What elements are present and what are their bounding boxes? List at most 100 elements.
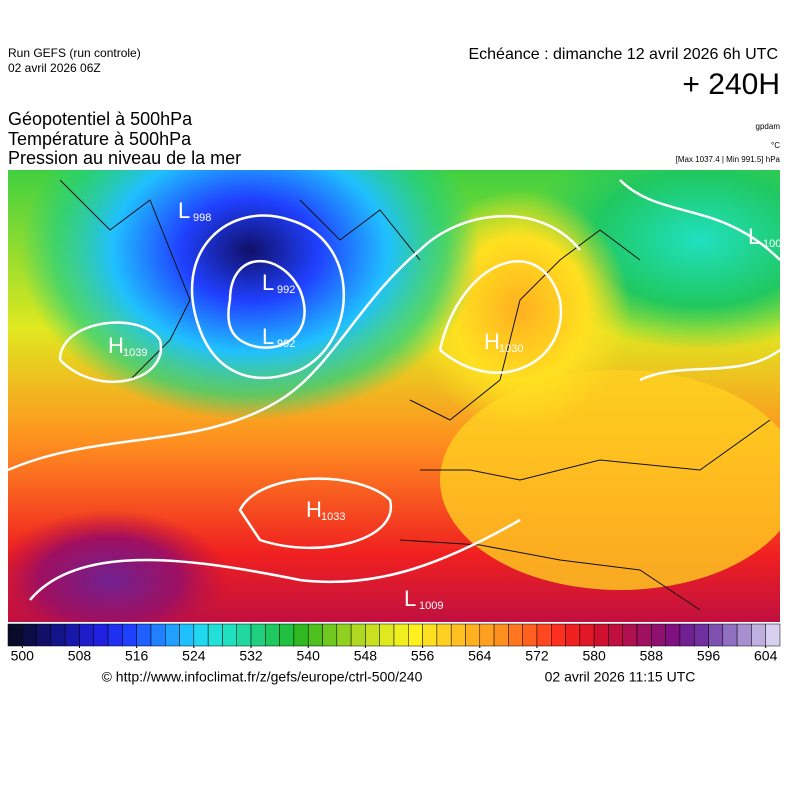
center-value: 1002 xyxy=(763,238,787,250)
center-value: 1033 xyxy=(321,511,345,523)
colorbar-swatch xyxy=(136,623,152,647)
colorbar-swatch xyxy=(493,623,509,647)
colorbar-swatch xyxy=(179,623,195,647)
colorbar-swatch xyxy=(422,623,438,647)
colorbar-label: 516 xyxy=(125,648,149,664)
colorbar-swatch xyxy=(522,623,538,647)
colorbar-swatch xyxy=(736,623,752,647)
colorbar-swatch xyxy=(708,623,724,647)
colorbar-swatch xyxy=(150,623,166,647)
center-value: 998 xyxy=(193,212,211,224)
colorbar-swatch xyxy=(222,623,237,647)
colorbar-swatch xyxy=(593,623,609,647)
colorbar-swatch xyxy=(307,623,323,647)
coastline xyxy=(59,179,771,611)
colorbar-label: 540 xyxy=(297,648,321,664)
colorbar-swatch xyxy=(622,623,638,647)
echeance: Echéance : dimanche 12 avril 2026 6h UTC xyxy=(468,46,778,63)
colorbar-swatch xyxy=(79,623,95,647)
colorbar-swatch xyxy=(64,623,80,647)
colorbar-swatch xyxy=(336,623,352,647)
isobar xyxy=(58,321,163,383)
unit-label: °C xyxy=(771,141,780,150)
colorbar-swatch xyxy=(50,623,66,647)
colorbar-swatch xyxy=(765,623,781,647)
colorbar-swatch xyxy=(379,623,395,647)
center-letter: L xyxy=(262,270,274,295)
lead-time: + 240H xyxy=(682,68,780,101)
center-letter: L xyxy=(404,586,416,611)
colorbar-label: 508 xyxy=(68,648,92,664)
colorbar-label: 548 xyxy=(354,648,378,664)
map xyxy=(8,170,780,622)
center-value: 1039 xyxy=(123,347,147,359)
colorbar-swatch xyxy=(508,623,523,647)
colorbar-swatch xyxy=(36,623,52,647)
isobar xyxy=(8,214,581,472)
generated-time: 02 avril 2026 11:15 UTC xyxy=(545,669,696,685)
colorbar-swatch xyxy=(236,623,252,647)
colorbar-swatch xyxy=(93,623,109,647)
colorbar-label: 604 xyxy=(754,648,778,664)
colorbar-label: 500 xyxy=(11,648,35,664)
unit-label: [Max 1037.4 | Min 991.5] hPa xyxy=(676,155,781,164)
colorbar-swatch xyxy=(279,623,295,647)
unit-label: gpdam xyxy=(756,122,781,131)
colorbar-swatch xyxy=(365,623,380,647)
isobar xyxy=(238,477,393,550)
colorbar-swatch xyxy=(665,623,681,647)
colorbar-label: 572 xyxy=(525,648,549,664)
colorbar-swatch xyxy=(436,623,452,647)
center-letter: L xyxy=(262,324,274,349)
source-url: © http://www.infoclimat.fr/z/gefs/europe… xyxy=(102,669,423,685)
center-value: 992 xyxy=(277,284,295,296)
colorbar-swatch xyxy=(322,623,338,647)
isobar xyxy=(29,518,521,601)
colorbar-swatch xyxy=(565,623,581,647)
colorbar-swatch xyxy=(751,623,766,647)
map-field xyxy=(8,510,230,622)
colorbar-label: 588 xyxy=(640,648,664,664)
isobar xyxy=(619,179,780,382)
center-value: 1009 xyxy=(419,600,443,612)
isobar xyxy=(227,259,306,349)
colorbar-swatch xyxy=(250,623,266,647)
center-letter: L xyxy=(748,224,760,249)
colorbar-swatch xyxy=(693,623,709,647)
colorbar-swatch xyxy=(450,623,466,647)
colorbar: 500 508 516 524 532 540 548 556 564 572 580 588 596 6… xyxy=(7,623,781,664)
colorbar-label: 580 xyxy=(582,648,606,664)
center-letter: L xyxy=(178,198,190,223)
colorbar-swatch xyxy=(7,623,23,647)
center-letter: H xyxy=(484,329,500,354)
colorbar-label: 564 xyxy=(468,648,492,664)
colorbar-swatch xyxy=(22,623,37,647)
colorbar-swatch xyxy=(551,623,566,647)
colorbar-swatch xyxy=(636,623,652,647)
isobar xyxy=(190,214,345,380)
colorbar-label: 524 xyxy=(182,648,206,664)
colorbar-swatch xyxy=(722,623,738,647)
colorbar-swatch xyxy=(579,623,595,647)
colorbar-swatch xyxy=(265,623,280,647)
colorbar-swatch xyxy=(408,623,423,647)
colorbar-swatch xyxy=(207,623,223,647)
colorbar-swatch xyxy=(479,623,495,647)
colorbar-swatch xyxy=(465,623,481,647)
colorbar-swatch xyxy=(393,623,409,647)
colorbar-swatch xyxy=(651,623,666,647)
field-label: Pression au niveau de la mer xyxy=(8,148,241,168)
colorbar-label: 596 xyxy=(697,648,721,664)
colorbar-swatch xyxy=(107,623,123,647)
colorbar-swatch xyxy=(193,623,209,647)
center-value: 1030 xyxy=(499,343,523,355)
colorbar-swatch xyxy=(350,623,366,647)
isobar xyxy=(438,260,563,374)
field-label: Géopotentiel à 500hPa xyxy=(8,109,193,129)
center-letter: H xyxy=(306,497,322,522)
colorbar-swatch xyxy=(122,623,137,647)
colorbar-label: 556 xyxy=(411,648,435,664)
colorbar-label: 532 xyxy=(239,648,263,664)
colorbar-swatch xyxy=(293,623,309,647)
